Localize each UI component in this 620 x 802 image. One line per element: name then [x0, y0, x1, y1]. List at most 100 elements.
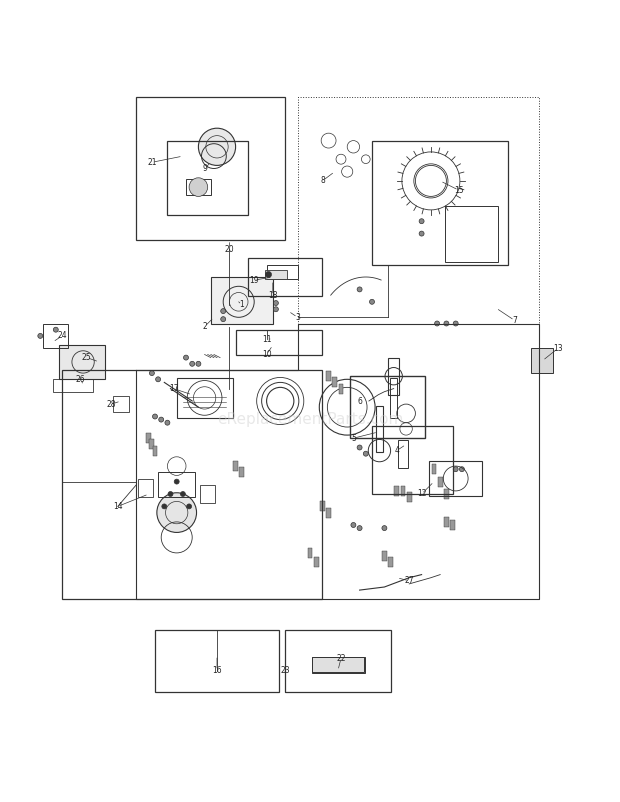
Bar — [155, 630, 279, 692]
Bar — [372, 426, 453, 494]
Text: 3: 3 — [295, 313, 300, 322]
Bar — [308, 548, 312, 558]
Bar — [401, 486, 405, 496]
Circle shape — [453, 467, 458, 472]
Bar — [372, 140, 508, 265]
Bar — [239, 468, 244, 477]
Text: 14: 14 — [113, 502, 123, 511]
Text: 13: 13 — [553, 344, 563, 353]
Bar — [312, 657, 365, 673]
Circle shape — [370, 299, 374, 304]
Circle shape — [153, 414, 157, 419]
Circle shape — [184, 355, 188, 360]
Circle shape — [453, 321, 458, 326]
Text: 11: 11 — [262, 334, 272, 343]
Bar — [59, 345, 105, 379]
Bar — [407, 492, 412, 502]
Circle shape — [174, 479, 179, 484]
Text: 19: 19 — [249, 276, 259, 285]
Bar — [146, 433, 151, 444]
Text: 26: 26 — [76, 375, 86, 384]
Text: 15: 15 — [454, 186, 464, 195]
Bar — [62, 370, 322, 599]
Text: 25: 25 — [82, 353, 92, 362]
Text: 20: 20 — [224, 245, 234, 253]
Circle shape — [444, 321, 449, 326]
Circle shape — [357, 287, 362, 292]
Text: 21: 21 — [147, 158, 157, 167]
Circle shape — [382, 525, 387, 531]
Text: 28: 28 — [107, 399, 117, 408]
Text: 27: 27 — [404, 577, 414, 585]
Circle shape — [357, 445, 362, 450]
Bar — [339, 383, 343, 394]
Bar — [236, 330, 322, 354]
Text: 22: 22 — [336, 654, 346, 662]
Bar — [388, 557, 393, 567]
Text: 5: 5 — [351, 434, 356, 443]
Circle shape — [162, 504, 167, 509]
Bar — [167, 140, 248, 215]
Bar — [53, 379, 93, 391]
Circle shape — [265, 271, 272, 277]
Bar — [382, 551, 387, 561]
Bar — [153, 446, 157, 456]
Text: 1: 1 — [239, 301, 244, 310]
Bar — [438, 476, 443, 487]
Bar — [136, 97, 285, 240]
Bar — [43, 323, 68, 348]
Text: 16: 16 — [212, 666, 222, 675]
Text: 23: 23 — [280, 666, 290, 675]
Bar — [138, 479, 153, 497]
Text: 24: 24 — [57, 331, 67, 340]
Bar — [390, 378, 397, 418]
Text: 8: 8 — [320, 176, 325, 185]
Bar — [248, 258, 322, 296]
Bar — [211, 277, 273, 323]
Bar — [332, 378, 337, 387]
Bar — [314, 557, 319, 567]
Circle shape — [196, 362, 201, 367]
Text: 9: 9 — [202, 164, 207, 173]
Circle shape — [459, 467, 464, 472]
Circle shape — [357, 525, 362, 531]
Bar — [445, 205, 497, 261]
Bar — [265, 270, 287, 279]
Circle shape — [363, 452, 368, 456]
Circle shape — [198, 128, 236, 165]
Text: 7: 7 — [512, 316, 517, 325]
Bar — [158, 472, 195, 497]
Circle shape — [187, 504, 192, 509]
Bar — [444, 489, 449, 499]
Circle shape — [189, 178, 208, 196]
Bar — [531, 348, 553, 373]
Circle shape — [149, 371, 154, 375]
Bar — [186, 180, 211, 195]
Bar — [326, 371, 331, 381]
Bar — [432, 464, 436, 474]
Circle shape — [165, 420, 170, 425]
Bar — [399, 439, 408, 468]
Text: 18: 18 — [268, 291, 278, 300]
Bar — [267, 265, 298, 279]
Bar — [312, 657, 365, 672]
Circle shape — [190, 362, 195, 367]
Bar — [350, 376, 425, 438]
Text: 10: 10 — [262, 350, 272, 359]
Circle shape — [273, 301, 278, 306]
Bar — [450, 520, 455, 530]
Circle shape — [53, 327, 58, 332]
Bar — [326, 508, 331, 517]
Bar — [320, 501, 325, 512]
Bar — [394, 486, 399, 496]
Text: 2: 2 — [202, 322, 207, 331]
Bar — [233, 461, 238, 471]
Circle shape — [180, 492, 185, 496]
Text: 17: 17 — [169, 384, 179, 393]
Text: 12: 12 — [417, 489, 427, 499]
Circle shape — [157, 492, 197, 533]
Circle shape — [168, 492, 173, 496]
Bar — [376, 406, 383, 452]
Bar — [113, 396, 128, 412]
Bar — [285, 630, 391, 692]
